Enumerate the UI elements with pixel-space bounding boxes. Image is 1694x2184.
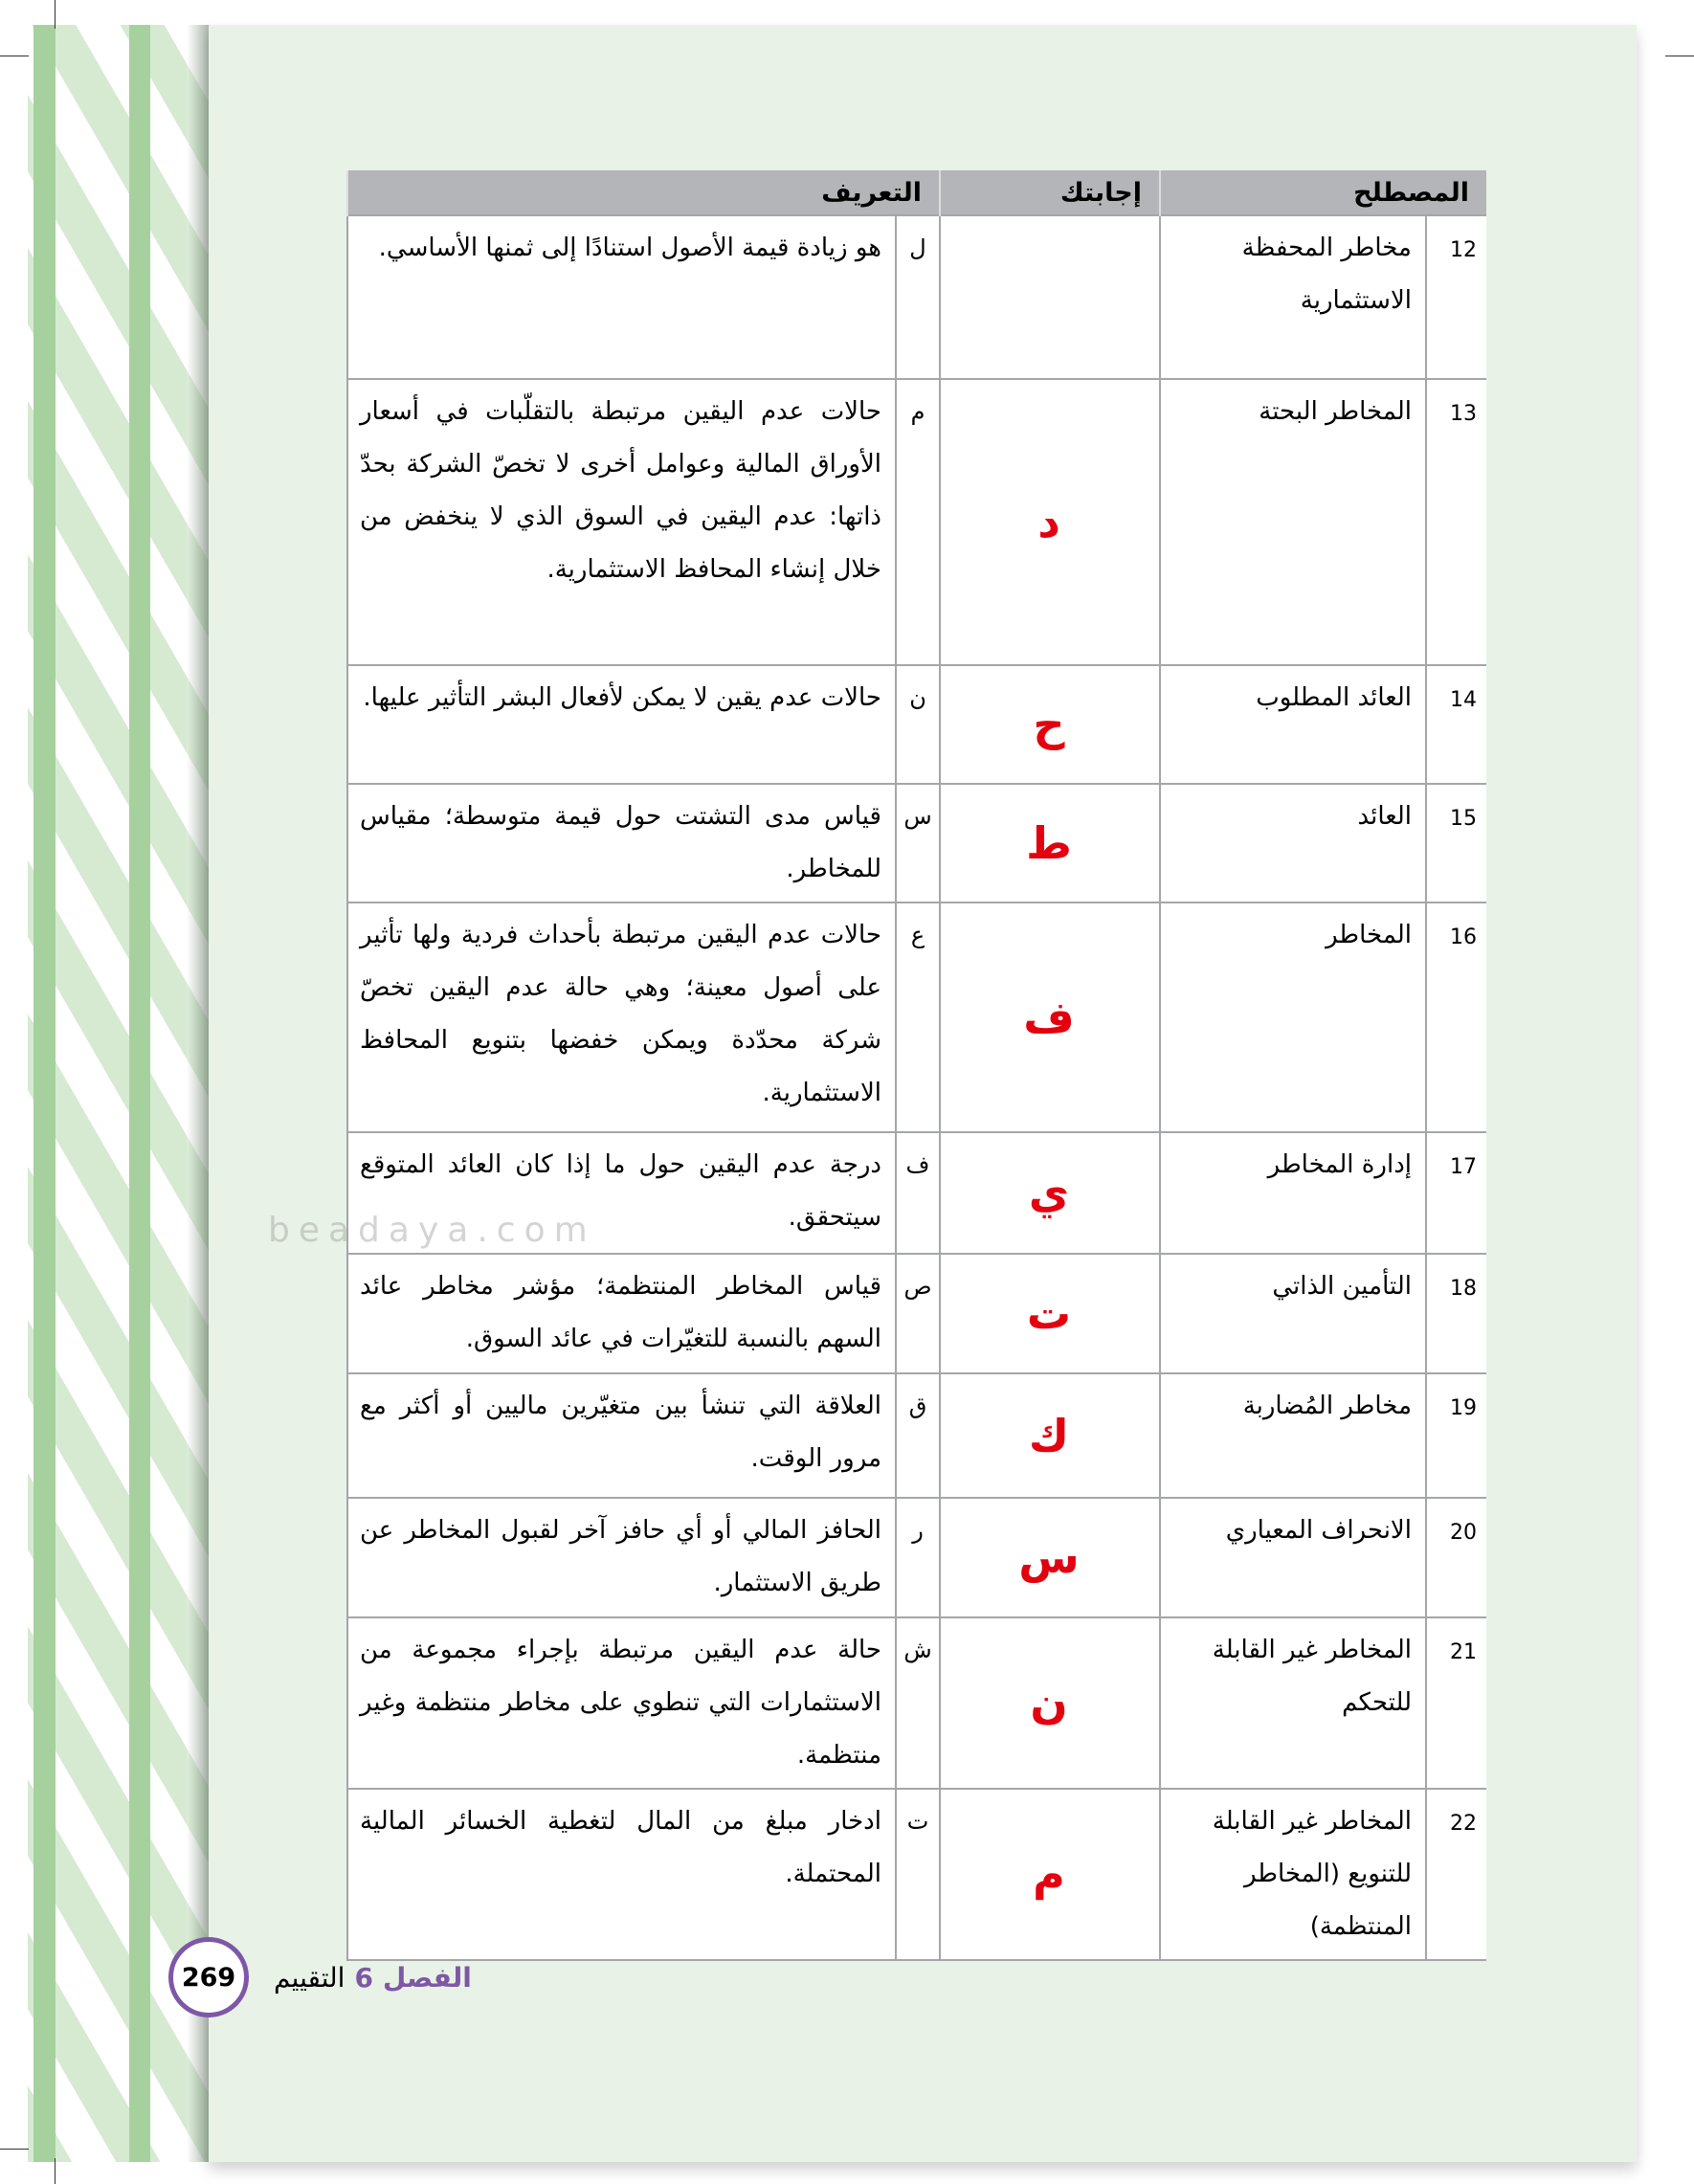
letter-cell: ت	[895, 1788, 940, 1961]
term-cell: مخاطر المحفظة الاستثمارية	[1159, 214, 1426, 380]
header-answer: إجابتك	[939, 170, 1160, 215]
header-definition: التعريف	[346, 170, 940, 215]
crop-mark	[0, 2149, 29, 2150]
term-cell: العائد	[1159, 783, 1426, 903]
term-cell: التأمين الذاتي	[1159, 1253, 1426, 1374]
table-row: 15 العائد ط س قياس مدى التشتت حول قيمة متوسط…	[346, 783, 1486, 903]
crop-mark	[55, 0, 56, 29]
table-row: 14 العائد المطلوب ح ن حالات عدم يقين لا يمكن…	[346, 664, 1486, 785]
decorative-border	[28, 25, 209, 2162]
row-number: 15	[1425, 783, 1486, 903]
chapter-number: 6	[354, 1961, 373, 1994]
definition-cell: العلاقة التي تنشأ بين متغيّرين ماليين أو…	[346, 1372, 896, 1499]
row-number: 19	[1425, 1372, 1486, 1499]
term-cell: المخاطر غير القابلة للتحكم	[1159, 1616, 1426, 1790]
letter-cell: ل	[895, 214, 940, 380]
table-row: 22 المخاطر غير القابلة للتنويع (المخاطر ا…	[346, 1788, 1486, 1961]
answer-cell	[939, 214, 1160, 380]
chapter-title: الفصل 6 التقييم	[274, 1962, 472, 1994]
row-number: 14	[1425, 664, 1486, 785]
letter-cell: س	[895, 783, 940, 903]
term-cell: العائد المطلوب	[1159, 664, 1426, 785]
table-row: 18 التأمين الذاتي ت ص قياس المخاطر المنتظمة؛…	[346, 1253, 1486, 1374]
row-number: 22	[1425, 1788, 1486, 1961]
row-number: 17	[1425, 1131, 1486, 1255]
answer-cell: ك	[939, 1372, 1160, 1499]
definition-cell: درجة عدم اليقين حول ما إذا كان العائد ال…	[346, 1131, 896, 1255]
table-row: 21 المخاطر غير القابلة للتحكم ن ش حالة عدم ا…	[346, 1616, 1486, 1790]
answer-cell: ن	[939, 1616, 1160, 1790]
header-term: المصطلح	[1159, 170, 1486, 215]
definition-cell: الحافز المالي أو أي حافز آخر لقبول المخا…	[346, 1497, 896, 1618]
definition-cell: حالات عدم اليقين مرتبطة بالتقلّبات في أس…	[346, 378, 896, 666]
answer-cell: س	[939, 1497, 1160, 1618]
definition-cell: حالة عدم اليقين مرتبطة بإجراء مجموعة من …	[346, 1616, 896, 1790]
letter-cell: ص	[895, 1253, 940, 1374]
answer-cell: ح	[939, 664, 1160, 785]
table-row: 20 الانحراف المعياري س ر الحافز المالي أو أي…	[346, 1497, 1486, 1618]
answer-cell: ت	[939, 1253, 1160, 1374]
chapter-label: الفصل	[382, 1961, 472, 1994]
term-cell: مخاطر المُضاربة	[1159, 1372, 1426, 1499]
definition-cell: حالات عدم اليقين مرتبطة بأحداث فردية وله…	[346, 902, 896, 1133]
letter-cell: ق	[895, 1372, 940, 1499]
definition-cell: حالات عدم يقين لا يمكن لأفعال البشر التأ…	[346, 664, 896, 785]
row-number: 16	[1425, 902, 1486, 1133]
table-row: 12 مخاطر المحفظة الاستثمارية ل هو زيادة قيم…	[346, 214, 1486, 380]
row-number: 12	[1425, 214, 1486, 380]
row-number: 13	[1425, 378, 1486, 666]
term-cell: إدارة المخاطر	[1159, 1131, 1426, 1255]
border-shadow	[187, 25, 209, 2162]
term-cell: المخاطر	[1159, 902, 1426, 1133]
letter-cell: ف	[895, 1131, 940, 1255]
answer-cell: ف	[939, 902, 1160, 1133]
table-header: المصطلح إجابتك التعريف	[346, 170, 1486, 215]
definition-cell: ادخار مبلغ من المال لتغطية الخسائر المال…	[346, 1788, 896, 1961]
definition-cell: قياس مدى التشتت حول قيمة متوسطة؛ مقياس ل…	[346, 783, 896, 903]
definition-cell: هو زيادة قيمة الأصول استنادًا إلى ثمنها …	[346, 214, 896, 380]
definition-cell: قياس المخاطر المنتظمة؛ مؤشر مخاطر عائد ا…	[346, 1253, 896, 1374]
terms-table: المصطلح إجابتك التعريف 12 مخاطر المحفظة ا…	[346, 170, 1486, 1961]
page-number: 269	[168, 1937, 249, 2017]
answer-cell: م	[939, 1788, 1160, 1961]
row-number: 18	[1425, 1253, 1486, 1374]
table-row: 19 مخاطر المُضاربة ك ق العلاقة التي تنشأ بين…	[346, 1372, 1486, 1499]
table-row: 13 المخاطر البحتة د م حالات عدم اليقين مرتبط…	[346, 378, 1486, 666]
letter-cell: ش	[895, 1616, 940, 1790]
row-number: 20	[1425, 1497, 1486, 1618]
answer-cell: ي	[939, 1131, 1160, 1255]
letter-cell: ر	[895, 1497, 940, 1618]
crop-mark	[55, 2158, 56, 2184]
term-cell: المخاطر غير القابلة للتنويع (المخاطر الم…	[1159, 1788, 1426, 1961]
answer-cell: ط	[939, 783, 1160, 903]
section-name: التقييم	[274, 1961, 345, 1994]
letter-cell: ن	[895, 664, 940, 785]
letter-cell: م	[895, 378, 940, 666]
table-row: 17 إدارة المخاطر ي ف درجة عدم اليقين حول ما …	[346, 1131, 1486, 1255]
letter-cell: ع	[895, 902, 940, 1133]
table-row: 16 المخاطر ف ع حالات عدم اليقين مرتبطة بأحدا…	[346, 902, 1486, 1133]
term-cell: الانحراف المعياري	[1159, 1497, 1426, 1618]
answer-cell: د	[939, 378, 1160, 666]
footer: 269 الفصل 6 التقييم	[168, 1937, 472, 2017]
row-number: 21	[1425, 1616, 1486, 1790]
term-cell: المخاطر البحتة	[1159, 378, 1426, 666]
